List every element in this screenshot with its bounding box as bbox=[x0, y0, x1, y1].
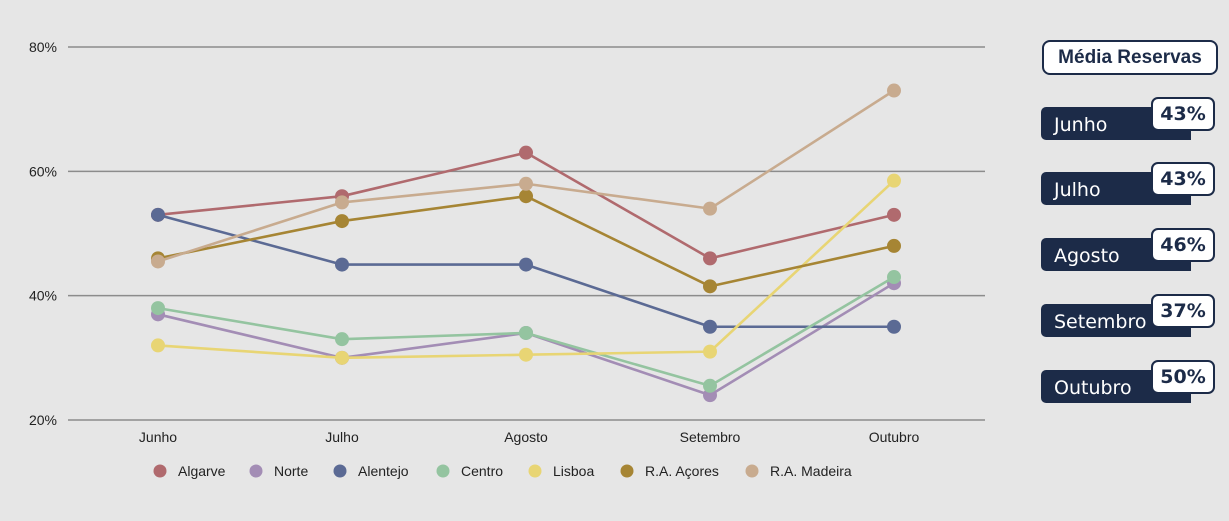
month-percent-badge: 43% bbox=[1151, 162, 1215, 196]
series-line bbox=[157, 151, 895, 260]
data-point bbox=[335, 350, 349, 365]
legend-label: Alentejo bbox=[358, 463, 409, 479]
line-chart: 20% 40% 60% 80% Junho Julho Agosto Setembro Out… bbox=[29, 39, 985, 479]
legend-marker bbox=[153, 464, 167, 478]
legend-marker bbox=[436, 464, 450, 478]
data-point bbox=[151, 254, 165, 269]
series-algarve bbox=[151, 145, 901, 266]
x-tick-label: Julho bbox=[325, 429, 359, 445]
series-centro bbox=[151, 270, 901, 393]
data-point bbox=[519, 176, 533, 191]
legend-label: Algarve bbox=[178, 463, 226, 479]
y-axis: 20% 40% 60% 80% bbox=[29, 39, 57, 428]
media-reservas-panel: Média Reservas Junho 43% Julho 43% Agost… bbox=[1040, 40, 1220, 420]
data-point bbox=[335, 257, 349, 272]
data-point bbox=[519, 257, 533, 272]
data-point bbox=[703, 279, 717, 294]
data-point bbox=[887, 173, 901, 188]
panel-title: Média Reservas bbox=[1042, 40, 1218, 75]
month-percent-badge: 50% bbox=[1151, 360, 1215, 394]
month-label: Junho bbox=[1054, 114, 1108, 136]
legend-label: Lisboa bbox=[553, 463, 594, 479]
data-point bbox=[887, 83, 901, 98]
legend-item: Algarve bbox=[153, 463, 226, 479]
legend-label: R.A. Madeira bbox=[770, 463, 852, 479]
month-label: Agosto bbox=[1054, 245, 1120, 267]
legend-marker bbox=[333, 464, 347, 478]
series-alentejo bbox=[151, 207, 901, 334]
data-point bbox=[703, 319, 717, 334]
y-tick-label: 20% bbox=[29, 412, 57, 428]
data-point bbox=[887, 207, 901, 222]
y-tick-label: 80% bbox=[29, 39, 57, 55]
data-point bbox=[519, 347, 533, 362]
legend-item: R.A. Açores bbox=[620, 463, 719, 479]
month-percent-badge: 43% bbox=[1151, 97, 1215, 131]
data-point bbox=[519, 145, 533, 160]
month-summary-junho: Junho 43% bbox=[1040, 97, 1218, 141]
data-point bbox=[151, 207, 165, 222]
series-group bbox=[151, 83, 901, 403]
x-tick-label: Junho bbox=[139, 429, 177, 445]
data-point bbox=[703, 251, 717, 266]
month-label: Julho bbox=[1054, 179, 1101, 201]
series-r-a-madeira bbox=[151, 83, 901, 269]
legend-marker bbox=[249, 464, 263, 478]
x-tick-label: Setembro bbox=[680, 429, 741, 445]
month-percent-badge: 46% bbox=[1151, 228, 1215, 262]
data-point bbox=[151, 338, 165, 353]
month-summary-agosto: Agosto 46% bbox=[1040, 228, 1218, 272]
data-point bbox=[887, 270, 901, 285]
month-label: Setembro bbox=[1054, 311, 1147, 333]
data-point bbox=[335, 214, 349, 229]
month-percent-badge: 37% bbox=[1151, 294, 1215, 328]
legend-item: Norte bbox=[249, 463, 308, 479]
y-tick-label: 40% bbox=[29, 288, 57, 304]
legend-marker bbox=[620, 464, 634, 478]
legend: Algarve Norte Alentejo Centro Lisboa R.A. Aço… bbox=[153, 463, 852, 479]
legend-label: Centro bbox=[461, 463, 503, 479]
legend-item: Centro bbox=[436, 463, 503, 479]
data-point bbox=[887, 238, 901, 253]
legend-marker bbox=[745, 464, 759, 478]
month-summary-julho: Julho 43% bbox=[1040, 162, 1218, 206]
legend-item: Alentejo bbox=[333, 463, 409, 479]
series-lisboa bbox=[151, 173, 901, 365]
legend-label: R.A. Açores bbox=[645, 463, 719, 479]
data-point bbox=[335, 195, 349, 210]
gridlines bbox=[68, 46, 985, 421]
month-summary-outubro: Outubro 50% bbox=[1040, 360, 1218, 404]
x-tick-label: Agosto bbox=[504, 429, 548, 445]
data-point bbox=[703, 344, 717, 359]
data-point bbox=[887, 319, 901, 334]
data-point bbox=[335, 332, 349, 347]
y-tick-label: 60% bbox=[29, 163, 57, 179]
x-axis: Junho Julho Agosto Setembro Outubro bbox=[139, 429, 920, 445]
legend-label: Norte bbox=[274, 463, 308, 479]
legend-item: Lisboa bbox=[528, 463, 594, 479]
month-summary-setembro: Setembro 37% bbox=[1040, 294, 1218, 338]
data-point bbox=[519, 189, 533, 204]
month-label: Outubro bbox=[1054, 377, 1132, 399]
data-point bbox=[519, 325, 533, 340]
data-point bbox=[703, 378, 717, 393]
data-point bbox=[151, 301, 165, 316]
data-point bbox=[703, 201, 717, 216]
x-tick-label: Outubro bbox=[869, 429, 920, 445]
legend-item: R.A. Madeira bbox=[745, 463, 852, 479]
legend-marker bbox=[528, 464, 542, 478]
